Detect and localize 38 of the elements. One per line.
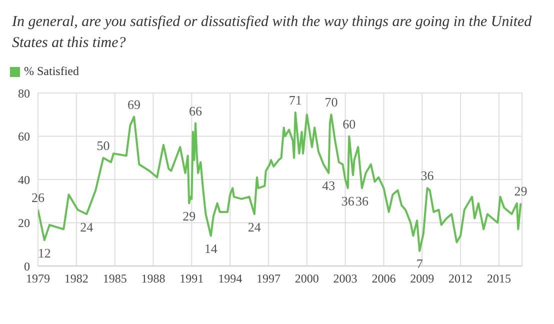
x-tick-label: 1991 <box>180 272 204 286</box>
annotation: 14 <box>204 240 218 256</box>
annotation: 12 <box>38 245 51 260</box>
annotation: 29 <box>182 208 196 224</box>
x-tick-label: 1997 <box>256 272 280 286</box>
x-tick-label: 1994 <box>218 272 242 286</box>
annotation: 60 <box>342 116 356 132</box>
x-tick-label: 1982 <box>64 272 88 286</box>
annotation: 69 <box>128 96 141 112</box>
annotation: 70 <box>324 94 338 110</box>
annotation: 66 <box>188 103 202 118</box>
legend-label: % Satisfied <box>24 64 79 78</box>
annotation: 36 <box>341 193 355 208</box>
x-tick-label: 2003 <box>333 272 358 286</box>
annotation: 29 <box>514 183 528 198</box>
annotation: 7 <box>416 256 424 272</box>
annotation: 24 <box>248 219 262 234</box>
annotation: 36 <box>355 193 369 208</box>
annotation: 43 <box>322 178 336 194</box>
annotation: 24 <box>80 219 94 234</box>
annotation: 50 <box>96 138 110 153</box>
x-tick-label: 2015 <box>486 272 511 286</box>
y-tick-label: 80 <box>18 86 30 100</box>
annotation: 26 <box>32 190 45 205</box>
chart-title: In general, are you satisfied or dissatisfied with the way things are going in the United States at this time? <box>11 13 533 53</box>
x-tick-label: 2009 <box>410 272 434 286</box>
y-tick-label: 20 <box>18 216 30 230</box>
annotation: 71 <box>288 92 302 108</box>
x-tick-label: 1979 <box>26 272 50 286</box>
x-tick-label: 2000 <box>294 272 319 286</box>
y-tick-label: 60 <box>18 130 30 144</box>
x-tick-label: 1988 <box>141 272 166 286</box>
annotation: 36 <box>420 168 434 184</box>
x-tick-label: 1985 <box>102 272 127 286</box>
x-tick-label: 2012 <box>448 272 473 286</box>
y-tick-label: 0 <box>24 259 30 274</box>
y-tick-label: 40 <box>18 172 30 187</box>
x-tick-label: 2006 <box>372 272 396 286</box>
